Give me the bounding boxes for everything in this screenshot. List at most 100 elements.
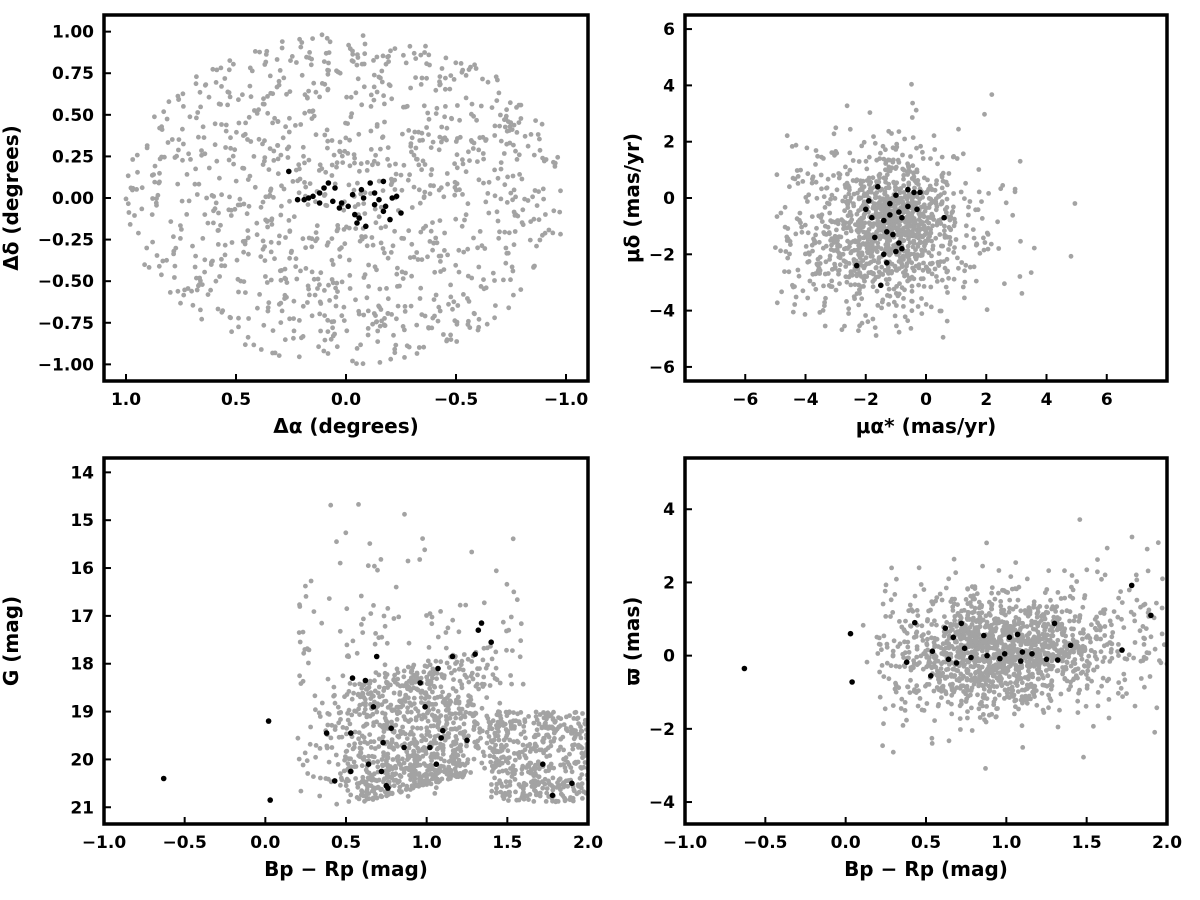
- field-star-point: [1003, 612, 1008, 618]
- field-star-point: [506, 791, 512, 797]
- field-star-point: [282, 266, 288, 272]
- field-star-point: [576, 742, 581, 748]
- field-star-point: [532, 787, 537, 793]
- field-star-point: [946, 576, 952, 582]
- field-star-point: [182, 287, 188, 293]
- field-star-point: [851, 191, 857, 197]
- field-star-point: [289, 54, 295, 59]
- member-star-point: [435, 665, 441, 672]
- field-star-point: [501, 723, 506, 728]
- field-star-point: [280, 135, 286, 141]
- field-star-point: [361, 84, 367, 90]
- field-star-point: [837, 243, 843, 249]
- field-star-point: [377, 360, 383, 365]
- field-star-point: [860, 622, 866, 628]
- field-star-point: [947, 235, 953, 240]
- field-star-point: [1024, 624, 1030, 629]
- field-star-point: [454, 763, 460, 768]
- field-star-point: [359, 622, 364, 627]
- field-star-point: [774, 214, 780, 220]
- field-star-point: [307, 108, 312, 114]
- field-star-point: [886, 219, 891, 224]
- field-star-point: [360, 682, 365, 688]
- member-star-point: [286, 168, 292, 175]
- field-star-point: [533, 714, 539, 719]
- field-star-point: [859, 143, 865, 149]
- field-star-point: [372, 678, 377, 684]
- field-star-point: [897, 190, 903, 196]
- field-star-point: [829, 192, 835, 198]
- field-star-point: [850, 158, 856, 163]
- field-star-point: [316, 344, 321, 350]
- field-star-point: [481, 277, 486, 282]
- field-star-point: [939, 277, 945, 283]
- field-star-point: [1120, 694, 1125, 699]
- field-star-point: [213, 278, 219, 284]
- field-star-point: [866, 270, 872, 276]
- field-star-point: [209, 193, 215, 198]
- field-star-point: [785, 226, 791, 231]
- field-star-point: [963, 180, 968, 186]
- field-star-point: [126, 210, 132, 215]
- field-star-point: [276, 78, 282, 84]
- field-star-point: [433, 292, 439, 298]
- member-star-point: [321, 185, 327, 191]
- field-star-point: [552, 728, 558, 734]
- field-star-point: [993, 714, 999, 719]
- field-star-point: [525, 743, 530, 749]
- member-star-point: [890, 231, 896, 238]
- field-star-point: [187, 114, 193, 120]
- field-star-point: [532, 734, 538, 740]
- member-star-point: [398, 210, 404, 216]
- field-star-point: [1055, 590, 1061, 595]
- field-star-point: [951, 250, 957, 255]
- field-star-point: [469, 711, 474, 717]
- field-star-point: [385, 296, 391, 302]
- field-star-point: [936, 263, 942, 268]
- field-star-point: [362, 41, 368, 47]
- field-star-point: [372, 206, 378, 212]
- field-star-point: [909, 299, 915, 304]
- field-star-point: [315, 286, 320, 291]
- y-tick-label: 21: [70, 798, 94, 818]
- field-star-point: [329, 173, 335, 178]
- field-star-point: [417, 200, 423, 206]
- field-star-point: [511, 589, 517, 595]
- field-star-point: [829, 242, 834, 248]
- field-star-point: [237, 202, 243, 208]
- field-star-point: [939, 661, 944, 667]
- field-star-point: [317, 311, 323, 317]
- field-star-point: [460, 157, 465, 163]
- field-star-point: [436, 719, 442, 725]
- field-star-point: [795, 267, 801, 273]
- field-star-point: [376, 178, 382, 184]
- field-star-point: [486, 210, 492, 216]
- field-star-point: [919, 204, 925, 210]
- field-star-point: [246, 316, 252, 321]
- field-star-point: [418, 725, 424, 731]
- field-star-point: [426, 729, 432, 735]
- field-star-point: [266, 167, 272, 173]
- field-star-point: [413, 145, 419, 151]
- field-star-point: [348, 764, 354, 770]
- field-star-point: [374, 319, 380, 324]
- field-star-point: [428, 228, 434, 234]
- field-star-point: [202, 212, 208, 218]
- field-star-point: [386, 779, 392, 785]
- member-star-point: [449, 653, 456, 660]
- field-star-point: [240, 165, 246, 171]
- field-star-point: [877, 669, 882, 675]
- field-star-point: [520, 207, 526, 213]
- field-star-point: [1048, 597, 1053, 603]
- field-star-point: [324, 203, 330, 209]
- field-star-point: [817, 268, 823, 273]
- field-star-point: [296, 354, 302, 360]
- field-star-point: [463, 95, 469, 101]
- field-star-point: [410, 773, 415, 779]
- field-star-point: [504, 107, 509, 113]
- field-star-point: [1088, 648, 1094, 653]
- field-star-point: [833, 125, 839, 131]
- field-star-point: [899, 285, 905, 291]
- field-star-point: [848, 240, 854, 246]
- field-star-point: [1099, 576, 1104, 582]
